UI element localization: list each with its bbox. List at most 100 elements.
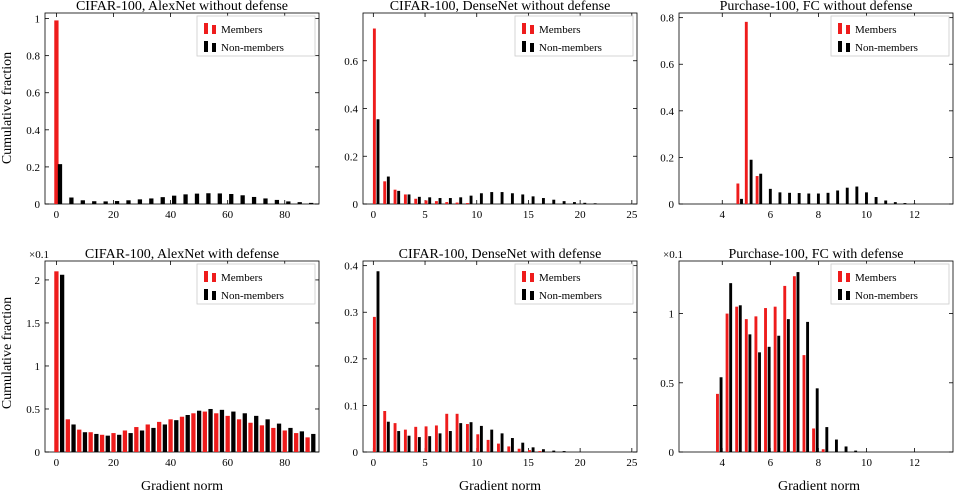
members-bar bbox=[414, 426, 418, 452]
y-tick-label: 0.6 bbox=[344, 56, 358, 68]
legend-box bbox=[830, 15, 950, 57]
nonmembers-bar bbox=[274, 199, 280, 204]
members-bar bbox=[393, 423, 397, 452]
x-tick-label: 5 bbox=[422, 457, 428, 469]
x-tick-label: 80 bbox=[279, 457, 291, 469]
nonmembers-bar bbox=[836, 190, 840, 204]
legend-box bbox=[514, 15, 634, 57]
legend-label: Members bbox=[221, 24, 263, 36]
legend-label: Non-members bbox=[539, 290, 602, 302]
legend-box bbox=[196, 263, 316, 305]
members-bar bbox=[486, 439, 490, 452]
members-bar bbox=[414, 198, 418, 204]
legend-label: Non-members bbox=[855, 42, 918, 54]
chart-title: CIFAR-100, AlexNet without defense bbox=[76, 0, 288, 14]
x-tick-label: 60 bbox=[222, 457, 234, 469]
members-bar bbox=[248, 422, 253, 452]
nonmembers-bar bbox=[825, 427, 829, 452]
nonmembers-bar bbox=[797, 193, 801, 204]
nonmembers-bar bbox=[82, 432, 88, 452]
nonmembers-bar bbox=[845, 187, 849, 204]
x-tick-label: 0 bbox=[371, 457, 377, 469]
members-bar bbox=[372, 28, 376, 204]
nonmembers-bar bbox=[386, 176, 390, 204]
nonmembers-bar bbox=[874, 197, 878, 204]
nonmembers-bar bbox=[448, 431, 452, 452]
chart-panel-3: Purchase-100, FC without defense 4 6 8 10 12 0… bbox=[660, 0, 954, 221]
legend: Members Non-members bbox=[196, 15, 316, 57]
nonmembers-bar bbox=[114, 201, 120, 204]
nonmembers-bar bbox=[139, 430, 145, 452]
nonmembers-bar bbox=[80, 200, 85, 204]
legend-label: Members bbox=[855, 24, 897, 36]
x-tick-label: 25 bbox=[626, 209, 638, 221]
members-bar bbox=[716, 393, 719, 452]
x-tick-label: 10 bbox=[861, 457, 873, 469]
x-tick-label: 10 bbox=[861, 209, 873, 221]
y-tick-label: 0.4 bbox=[344, 104, 358, 116]
nonmembers-bar bbox=[854, 450, 858, 452]
members-bar bbox=[236, 419, 242, 452]
members-bar bbox=[294, 433, 299, 452]
nonmembers-bar bbox=[788, 192, 792, 204]
chart-panel-6: Purchase-100, FC with defense×0.14 6 8 10 12… bbox=[660, 247, 954, 469]
members-bar bbox=[455, 202, 459, 204]
nonmembers-bar bbox=[376, 119, 380, 204]
x-axis-label-right: Gradient norm bbox=[778, 479, 860, 493]
y-tick-label: 0.4 bbox=[344, 261, 358, 273]
members-bar bbox=[271, 427, 276, 452]
nonmembers-bar bbox=[311, 433, 316, 452]
x-tick-label: 20 bbox=[108, 209, 120, 221]
y-tick-label: 0.6 bbox=[26, 88, 40, 100]
members-bar bbox=[764, 308, 767, 452]
x-tick-label: 12 bbox=[909, 209, 920, 221]
nonmembers-bar bbox=[510, 438, 514, 452]
nonmembers-bar bbox=[251, 196, 257, 204]
y-tick-label: 0.5 bbox=[26, 404, 40, 416]
legend-swatch bbox=[846, 25, 850, 34]
legend-box bbox=[196, 15, 316, 57]
legend-label: Non-members bbox=[855, 290, 918, 302]
chart-title: CIFAR-100, DenseNet with defense bbox=[399, 247, 602, 262]
nonmembers-bar bbox=[417, 437, 421, 452]
x-tick-label: 12 bbox=[909, 457, 920, 469]
nonmembers-bar bbox=[748, 334, 752, 452]
members-bar bbox=[111, 433, 116, 452]
nonmembers-bar bbox=[126, 200, 131, 204]
legend-swatch bbox=[838, 23, 842, 34]
members-bar bbox=[122, 430, 128, 452]
legend-swatch bbox=[212, 291, 216, 300]
x-tick-label: 4 bbox=[720, 209, 726, 221]
nonmembers-bar bbox=[103, 201, 108, 204]
y-tick-label: 2 bbox=[35, 275, 41, 287]
y-tick-label: 0.2 bbox=[26, 162, 40, 174]
nonmembers-bar bbox=[815, 388, 819, 452]
members-bar bbox=[773, 306, 777, 452]
members-bar bbox=[65, 419, 70, 452]
x-tick-label: 15 bbox=[523, 209, 535, 221]
nonmembers-bar bbox=[397, 190, 401, 204]
nonmembers-bar bbox=[749, 159, 753, 204]
nonmembers-bar bbox=[500, 192, 504, 204]
y-tick-label: 0 bbox=[669, 199, 675, 211]
members-bar bbox=[383, 181, 387, 204]
nonmembers-bar bbox=[521, 194, 525, 204]
nonmembers-bar bbox=[229, 193, 234, 204]
y-tick-label: 1 bbox=[35, 361, 41, 373]
legend-swatch bbox=[204, 271, 208, 282]
x-tick-label: 10 bbox=[471, 209, 483, 221]
nonmembers-bar bbox=[397, 431, 401, 452]
x-tick-label: 15 bbox=[523, 457, 535, 469]
nonmembers-bar bbox=[844, 446, 848, 452]
y-multiplier-label: ×0.1 bbox=[29, 249, 49, 261]
nonmembers-bar bbox=[265, 419, 270, 452]
members-bar bbox=[744, 319, 748, 452]
nonmembers-bar bbox=[196, 410, 202, 452]
nonmembers-bar bbox=[288, 427, 293, 452]
nonmembers-bar bbox=[562, 201, 566, 204]
legend-swatch bbox=[212, 43, 216, 52]
legend-swatch bbox=[846, 291, 850, 300]
nonmembers-bar bbox=[208, 408, 213, 452]
members-bar bbox=[99, 434, 105, 452]
